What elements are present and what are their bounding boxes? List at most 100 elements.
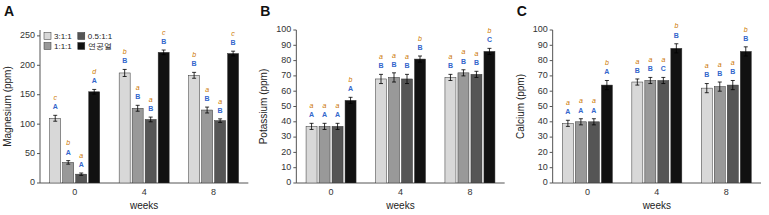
- error-line: [706, 84, 707, 93]
- letter-lower: b: [605, 59, 609, 66]
- bar: [701, 88, 712, 183]
- error-line: [220, 119, 221, 123]
- error-line: [324, 123, 325, 129]
- error-cap: [635, 78, 639, 79]
- panel-title: B: [260, 3, 270, 19]
- y-axis-label: Calcium (ppm): [515, 74, 526, 139]
- error-cap: [310, 123, 314, 124]
- panel: 0102030405060708090100aAaBaBaAaBaBaAaCaB…: [515, 3, 761, 211]
- error-line: [337, 123, 338, 129]
- y-tick-label: 200: [20, 60, 35, 70]
- bar: [145, 119, 156, 183]
- bar: [76, 174, 87, 183]
- error-cap: [448, 80, 452, 81]
- y-tick-label: 50: [25, 148, 35, 158]
- legend-label: 1:1:1: [54, 42, 72, 51]
- error-cap: [79, 175, 83, 176]
- letter-lower: a: [718, 61, 722, 68]
- error-cap: [605, 80, 609, 81]
- error-line: [150, 117, 151, 122]
- panel: 0102030405060708090100aAaBaBaAaBaBaAaBaB…: [258, 3, 504, 211]
- error-line: [394, 73, 395, 82]
- letter-lower: a: [731, 59, 735, 66]
- error-line: [94, 89, 95, 94]
- letter-lower: a: [136, 84, 140, 91]
- bar: [202, 110, 213, 183]
- letter-lower: a: [336, 102, 340, 109]
- letter-lower: b: [487, 27, 491, 34]
- error-cap: [592, 118, 596, 119]
- bar: [458, 73, 469, 183]
- letter-capital: B: [648, 65, 653, 72]
- error-cap: [379, 83, 383, 84]
- legend-item: 연공열: [78, 42, 112, 51]
- letter-capital: B: [378, 62, 383, 69]
- y-tick-label: 0: [543, 177, 548, 187]
- letter-capital: B: [635, 67, 640, 74]
- letter-lower: a: [405, 53, 409, 60]
- y-tick-label: 80: [538, 55, 548, 65]
- legend-item: 1:1:1: [44, 42, 72, 51]
- bar: [645, 80, 656, 183]
- error-cap: [379, 74, 383, 75]
- letter-labels: aAaBaBaAaBaBaAaBaBbAbBbC: [309, 27, 492, 118]
- x-tick-label: 4: [398, 187, 403, 197]
- error-bar: [635, 79, 639, 85]
- letter-lower: a: [461, 48, 465, 55]
- error-cap: [392, 72, 396, 73]
- error-line: [137, 105, 138, 111]
- letter-lower: a: [379, 53, 383, 60]
- y-tick-label: 30: [281, 131, 291, 141]
- error-cap: [66, 164, 70, 165]
- error-cap: [731, 89, 735, 90]
- y-tick-label: 30: [538, 131, 548, 141]
- error-cap: [66, 160, 70, 161]
- error-cap: [474, 77, 478, 78]
- bar: [658, 80, 669, 183]
- bar: [89, 92, 100, 183]
- bar: [727, 85, 738, 183]
- y-axis-line: [552, 30, 553, 183]
- error-bar: [231, 51, 235, 56]
- error-cap: [461, 69, 465, 70]
- error-cap: [231, 55, 235, 56]
- error-line: [68, 161, 69, 165]
- letter-capital: B: [231, 39, 236, 46]
- error-cap: [474, 71, 478, 72]
- bar: [389, 77, 400, 183]
- bar: [50, 118, 61, 183]
- y-axis-line: [40, 30, 41, 183]
- error-bar: [205, 107, 209, 113]
- letter-capital: B: [717, 70, 722, 77]
- y-axis-label: Potassium (ppm): [258, 69, 269, 145]
- y-tick-label: 60: [538, 86, 548, 96]
- letter-capital: B: [743, 35, 748, 42]
- legend-label: 0.5:1:1: [88, 32, 113, 41]
- bar: [158, 52, 169, 183]
- legend-swatch: [78, 43, 85, 50]
- bar: [632, 82, 643, 183]
- error-bar: [418, 56, 422, 62]
- letter-capital: A: [309, 111, 314, 118]
- error-cap: [605, 89, 609, 90]
- error-cap: [405, 83, 409, 84]
- error-cap: [744, 56, 748, 57]
- letter-capital: B: [205, 95, 210, 102]
- error-cap: [218, 122, 222, 123]
- error-cap: [310, 129, 314, 130]
- marks: [50, 50, 239, 183]
- y-tick-label: 50: [538, 101, 548, 111]
- error-cap: [661, 77, 665, 78]
- letter-lower: a: [448, 53, 452, 60]
- letter-capital: B: [730, 68, 735, 75]
- error-bar: [579, 119, 583, 125]
- error-cap: [744, 46, 748, 47]
- error-bar: [674, 44, 678, 53]
- x-tick-label: 0: [72, 187, 77, 197]
- error-bar: [392, 73, 396, 82]
- error-line: [489, 48, 490, 54]
- error-line: [719, 82, 720, 91]
- error-line: [580, 119, 581, 125]
- letter-lower: a: [635, 58, 639, 65]
- y-tick-label: 20: [281, 147, 291, 157]
